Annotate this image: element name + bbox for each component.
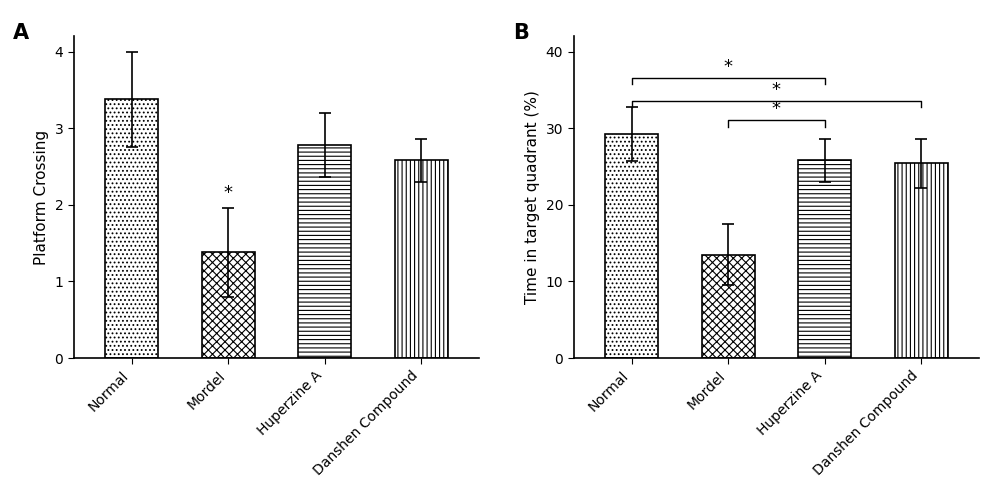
Text: *: * (772, 100, 781, 118)
Bar (605, 134, 658, 358)
Bar (395, 160, 448, 358)
Bar (202, 252, 255, 358)
Bar (298, 145, 351, 358)
Text: *: * (724, 58, 733, 76)
Bar (895, 163, 948, 358)
Text: *: * (224, 184, 233, 202)
Y-axis label: Time in target quadrant (%): Time in target quadrant (%) (525, 90, 540, 304)
Text: *: * (772, 81, 781, 99)
Bar (105, 99, 158, 358)
Y-axis label: Platform Crossing: Platform Crossing (34, 130, 49, 264)
Bar (702, 254, 755, 358)
Bar (798, 160, 851, 358)
Text: B: B (513, 23, 529, 43)
Text: A: A (13, 23, 29, 43)
